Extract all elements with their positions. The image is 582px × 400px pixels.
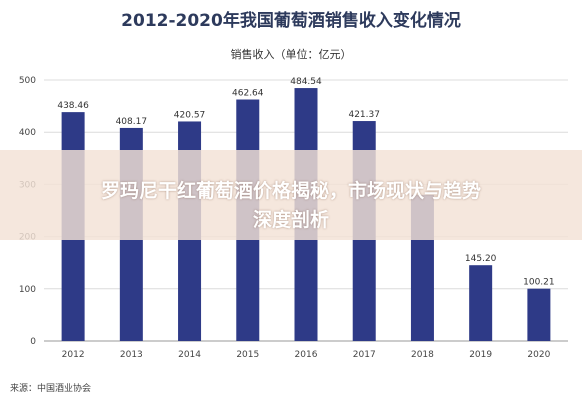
data-label: 420.57 [174,110,206,120]
y-tick-label: 100 [19,285,36,295]
data-label: 408.17 [116,117,148,127]
x-tick-label: 2019 [469,350,492,360]
x-tick-label: 2012 [62,350,85,360]
bar [527,288,551,341]
y-tick-label: 500 [19,76,36,86]
data-label: 462.64 [232,89,264,99]
chart-subtitle: 销售收入（单位：亿元） [230,48,352,61]
data-label: 421.37 [348,110,380,120]
data-label: 100.21 [523,278,555,288]
y-tick-label: 400 [19,128,36,138]
data-label: 145.20 [465,254,497,264]
x-tick-label: 2013 [120,350,143,360]
x-tick-label: 2016 [295,350,318,360]
overlay-headline-line1: 罗玛尼干红葡萄酒价格揭秘，市场现状与趋势 [100,180,481,202]
x-tick-label: 2017 [353,350,376,360]
data-label: 484.54 [290,77,322,87]
x-tick-label: 2018 [411,350,434,360]
x-tick-label: 2020 [527,350,550,360]
x-tick-label: 2014 [178,350,201,360]
data-label: 438.46 [57,101,89,111]
bar [469,265,493,341]
overlay-headline-line2: 深度剖析 [252,209,329,231]
chart-title: 2012-2020年我国葡萄酒销售收入变化情况 [121,11,461,31]
x-tick-label: 2015 [236,350,259,360]
y-tick-label: 0 [30,337,36,347]
source-note: 来源：中国酒业协会 [10,384,92,394]
overlay-banner [0,150,582,240]
